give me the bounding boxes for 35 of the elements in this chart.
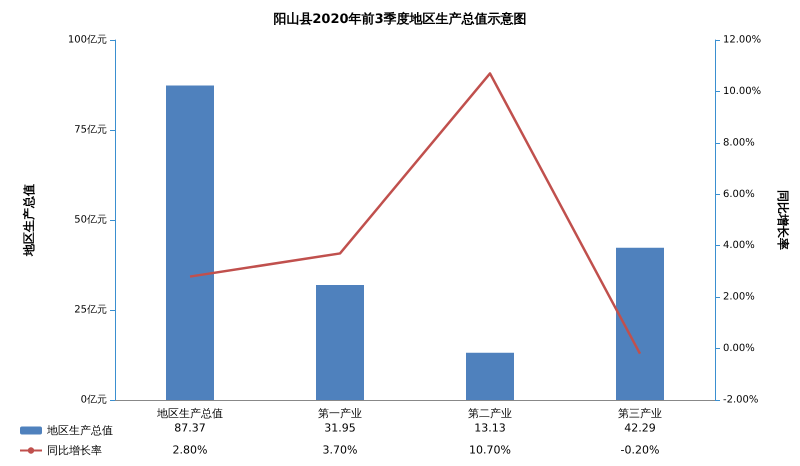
legend-label: 同比增长率 [47, 444, 102, 457]
data-label: 2.80% [172, 444, 208, 456]
data-label: 13.13 [474, 422, 506, 434]
data-label: 87.37 [174, 422, 206, 434]
bar [316, 284, 364, 400]
y2-tick-label: -2.00% [723, 394, 758, 406]
y2-tick-label: 10.00% [723, 86, 762, 97]
y2-tick-label: 0.00% [723, 343, 755, 354]
data-label: 10.70% [469, 444, 511, 456]
y-tick-label: 50亿元 [74, 214, 107, 226]
legend-label: 地区生产总值 [46, 424, 113, 437]
y2-tick-label: 12.00% [723, 34, 762, 46]
y2-tick-label: 8.00% [723, 137, 755, 148]
data-label: 31.95 [324, 422, 356, 434]
y-tick-label: 100亿元 [68, 34, 107, 46]
bar [616, 248, 664, 400]
x-tick-label: 第一产业 [318, 407, 362, 420]
bar [166, 85, 214, 400]
bar [466, 352, 514, 400]
data-label: 3.70% [322, 444, 358, 456]
x-tick-label: 第三产业 [618, 407, 662, 420]
y-axis-title: 地区生产总值 [22, 184, 36, 257]
x-tick-label: 地区生产总值 [156, 407, 223, 420]
chart-title: 阳山县2020年前3季度地区生产总值示意图 [273, 11, 527, 27]
data-label: 42.29 [624, 422, 656, 434]
y2-axis-title: 同比增长率 [776, 190, 790, 250]
y2-tick-label: 6.00% [723, 188, 755, 200]
line-series [188, 72, 642, 355]
data-label: -0.20% [620, 444, 660, 456]
y-tick-label: 75亿元 [74, 124, 107, 136]
y2-tick-label: 4.00% [723, 240, 755, 252]
y2-tick-label: 2.00% [723, 292, 755, 303]
y-tick-label: 0亿元 [80, 394, 107, 406]
y-tick-label: 25亿元 [74, 304, 107, 316]
x-tick-label: 第二产业 [468, 407, 512, 420]
